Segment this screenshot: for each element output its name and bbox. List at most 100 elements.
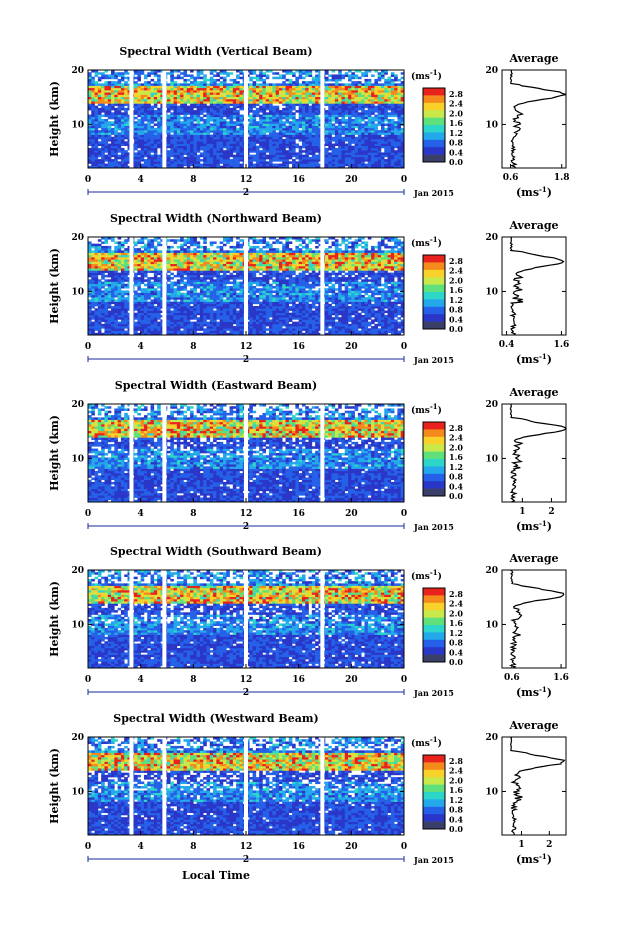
panel-5: Spectral Width (Westward Beam)1020Height…	[48, 712, 567, 866]
data-gap	[129, 570, 134, 668]
colorbar-tick-label: 2.8	[449, 756, 463, 766]
y-axis-label: Height (km)	[48, 248, 61, 324]
colorbar-swatch	[423, 284, 445, 293]
x-tick-label: 12	[240, 342, 253, 352]
colorbar-tick-label: 0.8	[449, 472, 463, 482]
colorbar: (ms-1) 2.82.42.01.61.20.80.40.0	[411, 68, 463, 167]
colorbar-unit: (ms-1)	[411, 68, 442, 82]
colorbar-swatch	[423, 821, 445, 830]
average-profile: Average 10 20 1 2 (ms-1)	[485, 719, 567, 866]
colorbar-swatch	[423, 654, 445, 663]
avg-x-tick-label: 1.8	[554, 173, 570, 183]
colorbar-tick-label: 2.4	[449, 766, 463, 776]
colorbar-tick-label: 1.2	[449, 128, 463, 138]
colorbar-swatch	[423, 154, 445, 163]
average-profile: Average 10 20 0.6 1.6(ms-1)	[485, 552, 568, 699]
x-tick-label: 0	[85, 509, 91, 519]
colorbar-frame	[422, 421, 446, 497]
colorbar-swatch	[423, 784, 445, 793]
x-tick-label: 4	[138, 175, 144, 185]
colorbar-tick-label: 2.8	[449, 256, 463, 266]
colorbar-swatch	[423, 95, 445, 104]
avg-y-tick-label: 10	[485, 620, 498, 630]
colorbar-swatch	[423, 314, 445, 322]
colorbar-tick-label: 1.6	[449, 452, 463, 462]
colorbar-swatch	[423, 792, 445, 800]
x-tick-label: 0	[85, 842, 91, 852]
data-gap	[129, 404, 134, 502]
colorbar-swatch	[423, 602, 445, 611]
average-unit: (ms-1)	[516, 685, 552, 699]
colorbar-tick-label: 1.6	[449, 118, 463, 128]
colorbar-tick-label: 0.8	[449, 138, 463, 148]
average-frame	[501, 403, 567, 503]
y-axis-label: Height (km)	[48, 748, 61, 824]
y-tick-label: 10	[71, 620, 84, 630]
data-gap	[244, 737, 248, 835]
panel-title: Spectral Width (Vertical Beam)	[119, 45, 312, 58]
colorbar-tick-label: 0.0	[449, 824, 463, 834]
colorbar-tick-label: 0.4	[449, 647, 463, 657]
x-tick-label: 4	[138, 509, 144, 519]
x-tick-label: 0	[85, 342, 91, 352]
data-gap	[320, 237, 325, 335]
colorbar-swatch	[423, 102, 445, 111]
x-tick-label: 12	[240, 675, 253, 685]
average-profile: Average 10 20 0.6 1.8(ms-1)	[485, 52, 569, 199]
x-tick-label: 20	[345, 675, 358, 685]
x-tick-label: 20	[345, 842, 358, 852]
avg-x-tick-label: 1.6	[553, 673, 569, 683]
data-gap	[162, 70, 167, 168]
average-title: Average	[508, 552, 558, 565]
colorbar-swatch	[423, 769, 445, 778]
avg-x-tick-label: 0.4	[499, 340, 515, 350]
colorbar-swatch	[423, 632, 445, 641]
avg-y-tick-label: 10	[485, 787, 498, 797]
y-tick-label: 10	[71, 787, 84, 797]
average-line	[509, 403, 567, 503]
colorbar-tick-label: 2.0	[449, 608, 463, 618]
colorbar-tick-label: 2.4	[449, 433, 463, 443]
x-tick-label: 8	[190, 675, 196, 685]
colorbar-frame	[422, 87, 446, 163]
colorbar-tick-label: 2.0	[449, 775, 463, 785]
colorbar-swatch	[423, 321, 445, 330]
x-tick-label: 20	[345, 175, 358, 185]
data-gap	[129, 237, 134, 335]
data-gap	[244, 404, 248, 502]
day-label: 2	[243, 522, 249, 532]
colorbar-tick-label: 0.4	[449, 147, 463, 157]
heatmap-cells	[88, 70, 405, 169]
colorbar-swatch	[423, 299, 445, 308]
colorbar-swatch	[423, 147, 445, 155]
panel-title: Spectral Width (Westward Beam)	[113, 712, 318, 725]
avg-y-tick-label: 10	[485, 287, 498, 297]
colorbar-swatch	[423, 139, 445, 148]
day-label: 2	[243, 855, 249, 865]
average-line	[508, 569, 565, 669]
x-tick-label: 12	[240, 842, 253, 852]
colorbar-swatch	[423, 588, 445, 596]
colorbar-tick-label: 0.8	[449, 638, 463, 648]
colorbar-tick-label: 2.0	[449, 275, 463, 285]
average-title: Average	[508, 219, 558, 232]
colorbar-swatch	[423, 125, 445, 133]
avg-y-tick-label: 20	[485, 733, 498, 743]
colorbar-swatch	[423, 639, 445, 648]
x-tick-label: 16	[292, 675, 305, 685]
x-tick-label: 0	[401, 509, 407, 519]
colorbar-tick-label: 1.6	[449, 618, 463, 628]
colorbar-swatch	[423, 306, 445, 315]
colorbar-swatch	[423, 110, 445, 118]
colorbar-tick-label: 0.0	[449, 491, 463, 501]
data-gap	[162, 737, 167, 835]
colorbar-swatch	[423, 481, 445, 489]
month-label: Jan 2015	[413, 188, 454, 198]
colorbar-tick-label: 1.2	[449, 295, 463, 305]
x-tick-label: 16	[292, 175, 305, 185]
data-gap	[129, 70, 134, 168]
colorbar-tick-label: 0.4	[449, 481, 463, 491]
colorbar-tick-label: 2.4	[449, 599, 463, 609]
colorbar-swatch	[423, 459, 445, 467]
y-tick-label: 10	[71, 454, 84, 464]
